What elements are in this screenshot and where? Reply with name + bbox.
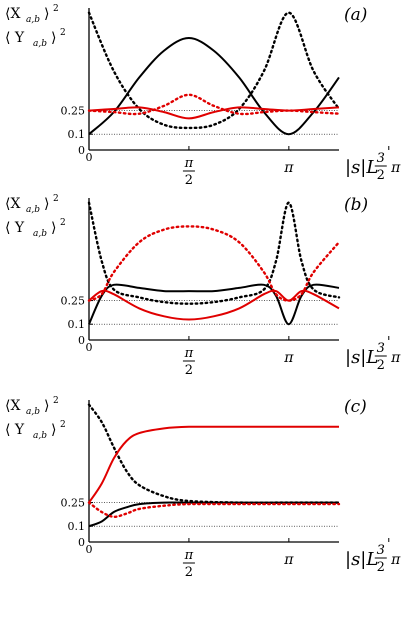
x-axis-label: |s|L <box>345 549 378 570</box>
x-tick-label-3-frac-num: 3 <box>377 151 385 166</box>
x-tick-label-1-num: π <box>184 548 194 563</box>
ylabel-x-sub: a,b <box>26 407 40 417</box>
series-red-dotted <box>87 501 341 519</box>
x-tick-label-3-frac: 32 <box>374 341 387 373</box>
ylabel-y-sup: 2 <box>60 28 66 38</box>
ylabel-x-sub: a,b <box>26 15 40 25</box>
series-black-solid <box>88 283 340 326</box>
y-tick-label-2: 0.25 <box>61 497 86 510</box>
series-black-dotted <box>87 201 341 305</box>
panel-label: (a) <box>344 5 367 25</box>
series-black-solid <box>88 501 339 528</box>
x-tick-label-1: π2 <box>182 156 195 188</box>
ylabel-y-sub: a,b <box>33 229 47 239</box>
ylabel-x-close: ⟩ <box>44 398 49 414</box>
x-tick-label-1-num: π <box>184 156 194 171</box>
ylabel-x-sub: a,b <box>26 205 40 215</box>
ylabel-y-main: ⟨ Y <box>5 30 25 46</box>
x-tick-label-3-frac-den: 2 <box>377 560 385 575</box>
panel-label: (c) <box>344 397 367 417</box>
x-axis-label: |s|L <box>345 157 378 178</box>
ylabel-y-main: ⟨ Y <box>5 220 25 236</box>
x-tick-label-3-pi: π <box>390 350 401 366</box>
x-tick-label-0: 0 <box>86 341 93 354</box>
x-tick-label-1: π2 <box>182 346 195 378</box>
x-tick-label-0: 0 <box>86 543 93 556</box>
ylabel-y-main: ⟨ Y <box>5 422 25 438</box>
x-tick-label-1-den: 2 <box>185 363 193 378</box>
y-tick-label-0: 0 <box>78 334 85 347</box>
y-tick-label-0: 0 <box>78 536 85 549</box>
ylabel-y-close: ⟩ <box>51 422 56 438</box>
x-tick-label-1-den: 2 <box>185 565 193 580</box>
ylabel-x-main: ⟨X <box>5 6 20 22</box>
x-tick-label-0: 0 <box>86 151 93 164</box>
series-red-dotted <box>87 225 341 302</box>
series-red-solid <box>88 106 340 120</box>
x-tick-label-3-pi: π <box>390 160 401 176</box>
ylabel-y-sub: a,b <box>33 431 47 441</box>
y-tick-label-0: 0 <box>78 144 85 157</box>
series-black-dotted <box>87 11 341 130</box>
ylabel-x-main: ⟨X <box>5 196 20 212</box>
x-tick-label-3-frac: 32 <box>374 543 387 575</box>
x-tick-label-3-frac-num: 3 <box>377 543 385 558</box>
ylabel-x-sup: 2 <box>53 396 59 406</box>
y-tick-label-2: 0.25 <box>61 295 86 308</box>
ylabel-y-sup: 2 <box>60 420 66 430</box>
ylabel-y-close: ⟩ <box>51 30 56 46</box>
x-tick-label-1: π2 <box>182 548 195 580</box>
y-tick-label-1: 0.1 <box>68 520 86 533</box>
ylabel-x-sup: 2 <box>53 4 59 14</box>
ylabel-x-sup: 2 <box>53 194 59 204</box>
panel-label: (b) <box>344 195 368 215</box>
y-tick-label-1: 0.1 <box>68 318 86 331</box>
y-tick-label-1: 0.1 <box>68 128 86 141</box>
series-red-solid <box>88 289 340 321</box>
ylabel-y-close: ⟩ <box>51 220 56 236</box>
x-tick-label-3-frac: 32 <box>374 151 387 183</box>
x-tick-label-3-pi: π <box>390 552 401 568</box>
x-tick-label-2: π <box>283 350 294 366</box>
ylabel-y-sup: 2 <box>60 218 66 228</box>
x-tick-label-1-den: 2 <box>185 173 193 188</box>
series-black-dotted <box>87 403 341 504</box>
ylabel-x-main: ⟨X <box>5 398 20 414</box>
series-black-solid <box>88 36 340 136</box>
series-red-solid <box>88 425 339 504</box>
ylabel-y-sub: a,b <box>33 39 47 49</box>
x-axis-label: |s|L <box>345 347 378 368</box>
y-tick-label-2: 0.25 <box>61 105 86 118</box>
x-tick-label-2: π <box>283 552 294 568</box>
series-red-dotted <box>87 93 341 116</box>
x-tick-label-2: π <box>283 160 294 176</box>
x-tick-label-3-frac-num: 3 <box>377 341 385 356</box>
x-tick-label-3-frac-den: 2 <box>377 358 385 373</box>
x-tick-label-1-num: π <box>184 346 194 361</box>
ylabel-x-close: ⟩ <box>44 6 49 22</box>
ylabel-x-close: ⟩ <box>44 196 49 212</box>
x-tick-label-3-frac-den: 2 <box>377 168 385 183</box>
